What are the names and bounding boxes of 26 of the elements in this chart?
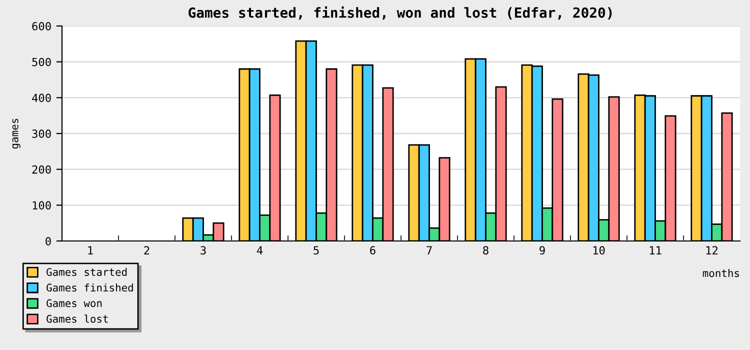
x-tick-label: 3 xyxy=(200,246,206,255)
y-tick-label: 200 xyxy=(32,165,51,174)
x-tick-label: 7 xyxy=(426,246,432,254)
legend-label: Games won xyxy=(46,299,102,308)
legend-label: Games started xyxy=(46,268,127,276)
y-tick-label: 400 xyxy=(32,94,51,102)
x-tick-label: 6 xyxy=(370,246,376,255)
x-tick-label: 12 xyxy=(706,246,718,254)
legend-label: Games finished xyxy=(46,283,133,292)
x-tick-label: 2 xyxy=(144,246,150,254)
legend-label: Games lost xyxy=(46,314,108,323)
y-tick-label: 100 xyxy=(32,201,51,210)
x-tick-label: 11 xyxy=(650,246,662,254)
chart-title: Games started, finished, won and lost (Edfar, 2020) xyxy=(188,6,612,20)
x-tick-label: 1 xyxy=(88,246,93,254)
x-tick-label: 8 xyxy=(483,246,488,255)
y-axis-title: games xyxy=(12,118,20,149)
y-tick-label: 0 xyxy=(46,237,51,246)
x-tick-label: 5 xyxy=(314,246,319,255)
y-tick-label: 600 xyxy=(32,22,51,30)
x-tick-label: 9 xyxy=(540,246,545,255)
y-tick-label: 300 xyxy=(32,130,51,138)
x-tick-label: 10 xyxy=(593,246,605,255)
x-axis-title: months xyxy=(702,269,739,278)
x-tick-label: 4 xyxy=(256,246,263,254)
y-tick-label: 500 xyxy=(32,58,51,66)
